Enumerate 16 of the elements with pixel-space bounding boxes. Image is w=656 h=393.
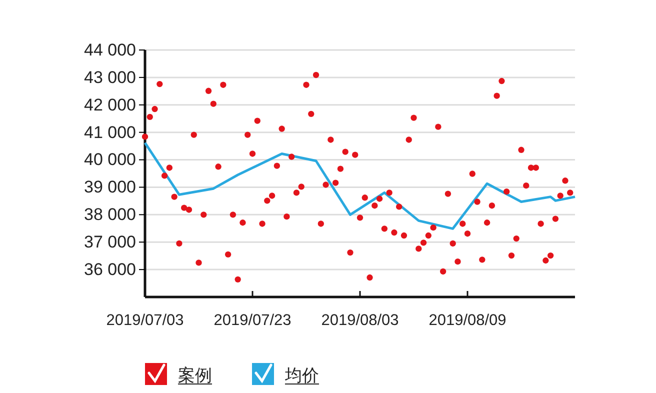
x-tick-label: 2019/08/03 <box>321 312 399 329</box>
y-tick-label: 40 000 <box>84 150 136 170</box>
line-series <box>144 142 576 230</box>
y-tick-label: 36 000 <box>84 260 136 279</box>
y-tick-label: 43 000 <box>84 68 136 87</box>
y-tick-label: 37 000 <box>84 232 136 252</box>
legend-label: 均价 <box>284 366 319 385</box>
y-tick-label: 42 000 <box>84 95 136 114</box>
x-tick-label: 2019/07/23 <box>214 312 292 329</box>
y-tick-label: 38 000 <box>84 205 136 224</box>
y-tick-label: 44 000 <box>84 40 136 60</box>
y-tick-label: 41 000 <box>84 122 136 142</box>
x-tick-label: 2019/07/03 <box>106 312 184 329</box>
y-tick-label: 39 000 <box>84 178 136 197</box>
legend-label: 案例 <box>178 366 212 385</box>
x-tick-label: 2019/08/09 <box>428 312 506 329</box>
